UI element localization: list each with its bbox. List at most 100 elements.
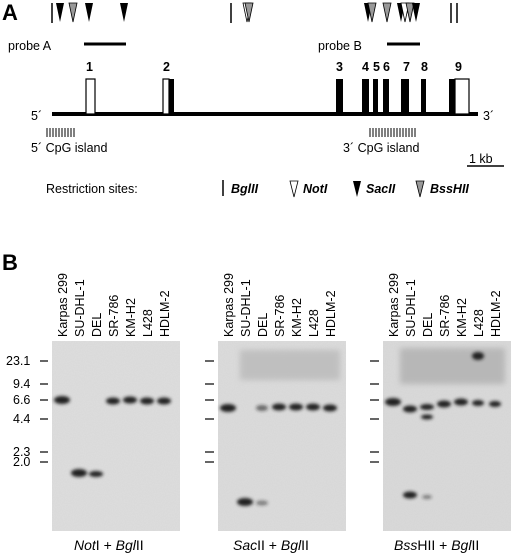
exon-number: 5 <box>373 60 380 74</box>
cpg-5-hatch <box>46 128 75 137</box>
band <box>157 397 171 405</box>
exon-box <box>401 79 409 114</box>
lane-label: HDLM-2 <box>489 290 503 337</box>
band <box>472 352 484 360</box>
bsshii-legend-label: BssHII <box>430 182 469 196</box>
lane-label: DEL <box>421 313 435 337</box>
lane-label: L428 <box>141 309 155 337</box>
exon-number: 4 <box>362 60 369 74</box>
exon-number: 3 <box>336 60 343 74</box>
lane-labels-blot-1: Karpas 299 SU-DHL-1 DEL SR-786 KM-H2 L42… <box>56 273 172 337</box>
lane-label: HDLM-2 <box>324 290 338 337</box>
exon-box <box>449 79 455 114</box>
exon-boxes <box>85 78 470 115</box>
band <box>237 498 253 506</box>
blot-3 <box>383 341 511 531</box>
sacii-legend-label: SacII <box>366 182 396 196</box>
band <box>323 404 337 412</box>
lane-label: SR-786 <box>107 295 121 337</box>
probe-a-label: probe A <box>8 39 52 53</box>
panel-a-letter: A <box>2 0 18 25</box>
bsshii-site-icon <box>68 2 78 23</box>
lane-label: L428 <box>307 309 321 337</box>
restriction-legend: Restriction sites: BglII NotI SacII BssH… <box>46 180 469 198</box>
marker-ticks-blot-3 <box>370 360 379 463</box>
restriction-site-row <box>51 2 458 23</box>
blot-2-caption: SacII + BglII <box>233 537 309 553</box>
cpg-3-hatch <box>369 128 416 137</box>
sacii-site-icon <box>120 3 128 22</box>
marker-label: 6.6 <box>13 393 30 407</box>
lane-label: SR-786 <box>273 295 287 337</box>
exon-number: 7 <box>403 60 410 74</box>
lane-label: HDLM-2 <box>158 290 172 337</box>
lane-label: KM-H2 <box>124 298 138 337</box>
exon-number: 9 <box>455 60 462 74</box>
three-prime-end-label: 3´ <box>483 109 494 123</box>
band <box>437 400 451 408</box>
bsshii-site-icon <box>405 2 415 23</box>
panel-b-letter: B <box>2 250 18 275</box>
restriction-legend-title: Restriction sites: <box>46 182 138 196</box>
lane-label: SU-DHL-1 <box>239 279 253 337</box>
marker-label: 23.1 <box>6 354 30 368</box>
band <box>472 400 484 406</box>
noti-legend-icon <box>289 180 299 198</box>
exon-number: 6 <box>383 60 390 74</box>
lane-label: DEL <box>90 313 104 337</box>
exon-box <box>162 78 170 115</box>
blot-1-caption: NotI + BglII <box>74 537 144 553</box>
band <box>256 405 268 411</box>
band <box>71 469 87 477</box>
size-markers: 23.1 9.4 6.6 4.4 2.3 2.0 <box>6 354 30 469</box>
sacii-site-icon <box>85 3 93 22</box>
marker-label: 9.4 <box>13 377 30 391</box>
band <box>306 403 320 411</box>
five-prime-end-label: 5´ <box>31 109 42 123</box>
scale-bar-label: 1 kb <box>469 152 493 166</box>
blot-3-caption: BssHII + BglII <box>394 537 479 553</box>
band <box>454 398 468 406</box>
band <box>385 398 401 406</box>
band <box>422 495 432 499</box>
marker-label: 4.4 <box>13 412 30 426</box>
band <box>489 401 501 407</box>
sacii-site-icon <box>412 3 420 22</box>
exon-box <box>421 79 426 114</box>
marker-ticks-blot-1 <box>40 360 48 463</box>
lane-label: KM-H2 <box>455 298 469 337</box>
exon-box <box>454 78 470 115</box>
lane-label: L428 <box>472 309 486 337</box>
bglii-legend-label: BglII <box>231 182 259 196</box>
noti-legend-label: NotI <box>303 182 328 196</box>
band <box>140 397 154 405</box>
band <box>106 397 120 405</box>
band <box>403 491 417 499</box>
band <box>89 471 103 477</box>
blot-2 <box>218 341 346 531</box>
bsshii-site-icon <box>367 2 377 23</box>
blot-1 <box>52 341 180 531</box>
bsshii-site-icon <box>382 2 392 23</box>
lane-label: KM-H2 <box>290 298 304 337</box>
exon-number: 2 <box>163 60 170 74</box>
lane-label: SR-786 <box>438 295 452 337</box>
lane-label: Karpas 299 <box>387 273 401 337</box>
sacii-site-icon <box>56 3 64 22</box>
exon-box <box>362 79 369 114</box>
lane-label: Karpas 299 <box>222 273 236 337</box>
exon-box <box>85 78 96 115</box>
exon-box <box>169 79 174 114</box>
marker-ticks-blot-2 <box>205 360 214 463</box>
band <box>220 404 236 412</box>
band <box>54 396 70 404</box>
band <box>289 403 303 411</box>
sacii-legend-icon <box>353 181 361 197</box>
cpg-3-label: 3´ CpG island <box>343 141 419 155</box>
lane-label: SU-DHL-1 <box>73 279 87 337</box>
lane-label: DEL <box>256 313 270 337</box>
exon-box <box>373 79 378 114</box>
bsshii-legend-icon <box>415 180 425 198</box>
band <box>123 396 137 404</box>
